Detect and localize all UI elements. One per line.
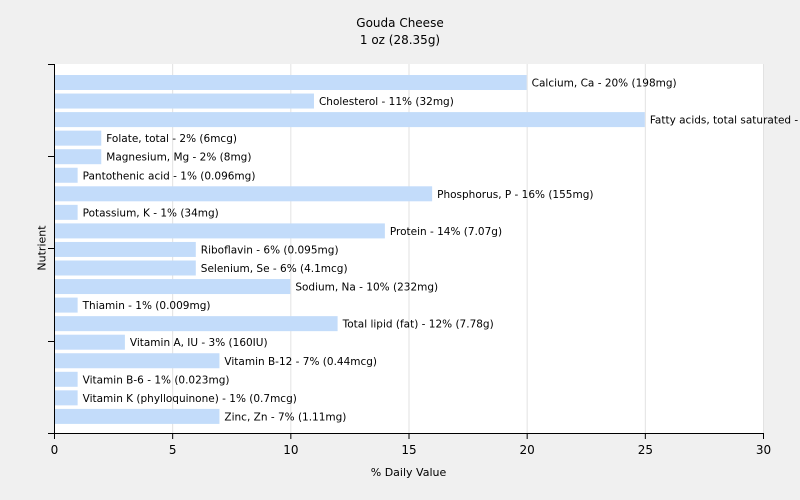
x-tick-label: 0 (51, 443, 59, 457)
data-label: Vitamin B-6 - 1% (0.023mg) (83, 374, 230, 386)
data-label: Riboflavin - 6% (0.095mg) (201, 244, 339, 256)
bar (54, 130, 102, 146)
x-axis-title: % Daily Value (370, 466, 447, 479)
data-label: Protein - 14% (7.07g) (390, 226, 502, 238)
data-label: Pantothenic acid - 1% (0.096mg) (83, 170, 256, 182)
chart-title: Gouda Cheese (356, 16, 444, 30)
data-label: Vitamin B-12 - 7% (0.44mcg) (224, 356, 377, 368)
data-label: Folate, total - 2% (6mcg) (106, 133, 237, 145)
data-label: Calcium, Ca - 20% (198mg) (532, 78, 677, 90)
bar (54, 260, 196, 276)
bar (54, 408, 220, 424)
bar (54, 186, 433, 202)
data-label: Vitamin K (phylloquinone) - 1% (0.7mcg) (83, 393, 297, 405)
bar (54, 223, 385, 239)
bar (54, 93, 314, 109)
data-label: Thiamin - 1% (0.009mg) (82, 300, 211, 312)
data-label: Phosphorus, P - 16% (155mg) (437, 189, 593, 201)
data-label: Total lipid (fat) - 12% (7.78g) (342, 319, 494, 331)
bar (54, 149, 102, 165)
bar (54, 112, 645, 128)
bar (54, 334, 125, 350)
data-label: Zinc, Zn - 7% (1.11mg) (224, 411, 346, 423)
data-label: Vitamin A, IU - 3% (160IU) (130, 337, 268, 349)
data-label: Selenium, Se - 6% (4.1mcg) (201, 263, 348, 275)
x-tick-label: 30 (756, 443, 771, 457)
x-tick-label: 25 (638, 443, 653, 457)
data-label: Fatty acids, total saturated - 25% (4.99… (650, 115, 800, 127)
bar (54, 297, 78, 313)
bar (54, 279, 291, 295)
bar (54, 316, 338, 332)
data-label: Potassium, K - 1% (34mg) (83, 207, 219, 219)
bar (54, 371, 78, 387)
data-label: Cholesterol - 11% (32mg) (319, 96, 454, 108)
data-label: Sodium, Na - 10% (232mg) (295, 282, 438, 294)
data-label: Magnesium, Mg - 2% (8mg) (106, 152, 251, 164)
bar (54, 167, 78, 183)
x-tick-label: 15 (401, 443, 416, 457)
chart-subtitle: 1 oz (28.35g) (359, 33, 441, 47)
x-tick-label: 10 (283, 443, 298, 457)
bar (54, 390, 78, 406)
x-tick-label: 20 (520, 443, 535, 457)
y-axis-title: Nutrient (35, 225, 49, 271)
bar (54, 204, 78, 220)
bar (54, 353, 220, 369)
bar (54, 75, 527, 90)
x-tick-label: 5 (169, 443, 177, 457)
bar (54, 241, 196, 257)
